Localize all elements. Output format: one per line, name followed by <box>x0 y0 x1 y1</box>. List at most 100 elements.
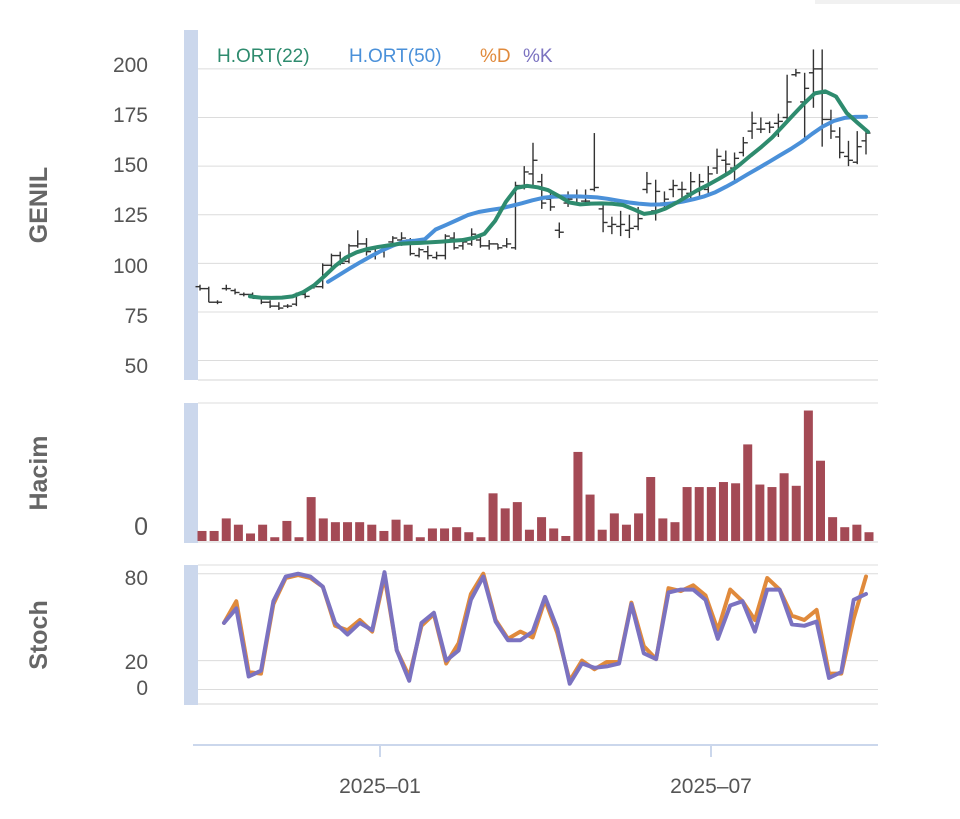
ohlc-bar <box>738 136 748 157</box>
volume-bar <box>270 537 280 541</box>
stoch-k-line <box>222 570 868 686</box>
x-axis: 2025–01 2025–07 <box>193 744 878 798</box>
volume-bar <box>840 527 850 541</box>
ohlc-bar <box>817 49 827 147</box>
price-ytick-label: 125 <box>113 204 148 227</box>
ohlc-bar <box>353 230 363 248</box>
ohlc-bar <box>677 181 687 200</box>
ohlc-bar <box>528 142 538 188</box>
volume-bar <box>670 522 680 541</box>
price-axis-label: GENIL <box>25 167 53 243</box>
ohlc-bar <box>782 74 792 122</box>
volume-bar <box>221 518 231 541</box>
legend-ma22[interactable]: H.ORT(22) <box>217 46 310 67</box>
ohlc-bar <box>204 286 214 303</box>
ohlc-bar <box>791 68 801 77</box>
volume-bar <box>646 477 656 541</box>
volume-bar <box>634 513 644 541</box>
volume-bar <box>561 535 571 541</box>
volume-panel-frame <box>184 402 878 543</box>
legend: H.ORT(22) H.ORT(50) %D %K <box>217 46 553 67</box>
ohlc-bar <box>808 49 818 108</box>
stoch-ytick-label: 0 <box>136 677 148 700</box>
volume-bar <box>282 520 292 541</box>
legend-d[interactable]: %D <box>480 46 511 67</box>
ohlc-bar <box>607 216 617 235</box>
volume-bar <box>549 528 559 541</box>
price-ytick-label: 100 <box>113 255 148 278</box>
ohlc-bar <box>554 222 564 239</box>
ohlc-bar <box>537 173 547 209</box>
ohlc-bar <box>765 121 775 134</box>
ohlc-bar <box>484 240 494 250</box>
volume-bar <box>452 527 462 541</box>
volume-bar <box>864 532 874 541</box>
volume-bar <box>828 517 838 541</box>
ohlc-bar <box>440 234 450 260</box>
volume-bar <box>791 485 801 541</box>
volume-bar <box>512 502 522 541</box>
volume-bar <box>609 513 619 541</box>
volume-bar <box>246 533 256 541</box>
volume-bar <box>815 460 825 541</box>
ohlc-bar <box>861 131 871 155</box>
volume-bar <box>488 493 498 541</box>
stoch-ytick-label: 20 <box>125 651 148 674</box>
volume-ytick-label: 0 <box>134 513 148 541</box>
volume-bar <box>658 518 668 541</box>
volume-bar <box>743 444 753 541</box>
ohlc-bar <box>835 127 845 159</box>
ohlc-bar <box>843 140 853 167</box>
volume-bar <box>464 532 474 541</box>
ohlc-bar <box>414 247 424 258</box>
price-gridlines <box>198 68 878 362</box>
price-ytick-label: 50 <box>125 355 148 378</box>
volume-bar <box>585 494 595 541</box>
ohlc-bar <box>239 292 249 297</box>
volume-bar <box>233 524 243 541</box>
volume-bar <box>803 410 813 541</box>
volume-bar <box>718 482 728 541</box>
volume-bar <box>330 522 340 541</box>
legend-k[interactable]: %K <box>523 46 553 67</box>
ma22-line-group <box>248 89 870 300</box>
volume-bar <box>706 487 716 541</box>
ohlc-bar <box>432 251 442 260</box>
stoch-gridlines <box>198 573 878 691</box>
legend-ma50[interactable]: H.ORT(50) <box>349 46 442 67</box>
volume-bar <box>597 529 607 541</box>
volume-bar <box>391 519 401 541</box>
volume-bar <box>415 537 425 541</box>
ohlc-bar <box>344 243 354 264</box>
ohlc-bar <box>213 300 223 305</box>
volume-bar <box>476 537 486 541</box>
volume-bar <box>403 524 413 541</box>
ohlc-bar <box>598 203 608 233</box>
stoch-panel-frame <box>184 564 878 705</box>
ohlc-bar <box>616 210 626 237</box>
ohlc-bar <box>195 284 205 291</box>
volume-bar <box>779 473 789 541</box>
volume-bar <box>537 517 547 541</box>
volume-axis-label: Hacim <box>25 435 53 510</box>
x-tick-label: 2025–07 <box>670 775 752 798</box>
ohlc-bar <box>756 117 766 134</box>
volume-bar <box>318 518 328 541</box>
ohlc-bar <box>362 238 371 256</box>
price-panel-frame <box>184 30 878 381</box>
price-ytick-label: 175 <box>113 104 148 127</box>
volume-bar <box>367 524 377 541</box>
ohlc-bar <box>221 284 231 291</box>
ohlc-bar <box>493 243 503 250</box>
volume-bar <box>500 508 510 541</box>
price-ytick-label: 75 <box>125 305 148 328</box>
ohlc-bar <box>589 133 599 192</box>
stoch-ytick-label: 80 <box>125 567 148 590</box>
ohlc-bar <box>668 179 678 198</box>
volume-bar <box>197 530 207 541</box>
ohlc-bar <box>642 171 652 194</box>
price-y-ticks: 200 175 150 125 100 75 50 <box>113 54 148 378</box>
volume-bar <box>440 528 450 541</box>
ohlc-bar <box>712 148 722 174</box>
ohlc-bar <box>624 214 634 239</box>
